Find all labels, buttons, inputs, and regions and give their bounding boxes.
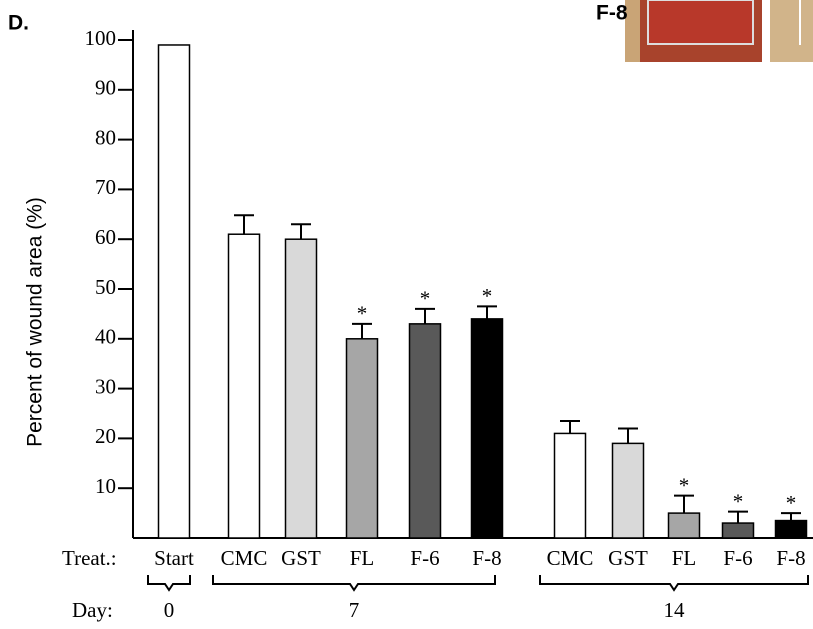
bar — [555, 433, 586, 538]
y-tick-label: 60 — [95, 225, 116, 249]
y-tick-label: 10 — [95, 474, 116, 498]
x-tick-label: F-8 — [472, 546, 501, 570]
group-brace — [148, 575, 190, 590]
x-tick-label: FL — [672, 546, 697, 570]
bar — [286, 239, 317, 538]
bar — [410, 324, 441, 538]
bar — [159, 45, 190, 538]
bar — [669, 513, 700, 538]
significance-star: * — [679, 473, 690, 497]
y-tick-label: 40 — [95, 325, 116, 349]
error-bar — [618, 428, 638, 443]
x-tick-label: F-6 — [723, 546, 752, 570]
inset-wound — [648, 0, 753, 44]
significance-star: * — [482, 284, 493, 308]
x-tick-label: CMC — [221, 546, 268, 570]
day-label: Day: — [72, 598, 113, 622]
error-bar — [352, 324, 372, 339]
chart: F-8 D. Percent of wound area (%) Treat.:… — [0, 0, 813, 629]
x-tick-label: GST — [608, 546, 648, 570]
bar — [613, 443, 644, 538]
y-tick-label: 50 — [95, 275, 116, 299]
x-tick-label: F-6 — [410, 546, 439, 570]
x-tick-label: F-8 — [776, 546, 805, 570]
y-tick-label: 80 — [95, 125, 116, 149]
panel-label: D. — [8, 12, 29, 35]
significance-star: * — [733, 489, 744, 513]
bar — [472, 319, 503, 538]
day-value: 14 — [664, 598, 686, 622]
significance-star: * — [786, 491, 797, 515]
group-brace — [213, 575, 495, 590]
group-brace — [540, 575, 808, 590]
error-bar — [477, 306, 497, 318]
bar — [776, 521, 807, 538]
error-bar — [234, 215, 254, 234]
x-tick-label: FL — [350, 546, 375, 570]
y-tick-label: 30 — [95, 374, 116, 398]
treat-label: Treat.: — [62, 546, 117, 570]
y-tick-label: 20 — [95, 424, 116, 448]
error-bar — [291, 224, 311, 239]
y-tick-label: 70 — [95, 175, 116, 199]
bar — [347, 339, 378, 538]
bar — [229, 234, 260, 538]
error-bar — [674, 496, 694, 513]
inset-label: F-8 — [596, 2, 628, 25]
y-tick-label: 90 — [95, 76, 116, 100]
x-tick-label: GST — [281, 546, 321, 570]
error-bar — [560, 421, 580, 433]
inset-photo — [770, 0, 813, 62]
significance-star: * — [357, 302, 368, 326]
significance-star: * — [420, 287, 431, 311]
y-tick-label: 100 — [85, 26, 117, 50]
bar — [723, 523, 754, 538]
y-axis-label: Percent of wound area (%) — [24, 197, 47, 447]
error-bar — [415, 309, 435, 324]
x-tick-label: CMC — [547, 546, 594, 570]
day-value: 7 — [349, 598, 360, 622]
day-value: 0 — [164, 598, 175, 622]
x-tick-label: Start — [154, 546, 194, 570]
